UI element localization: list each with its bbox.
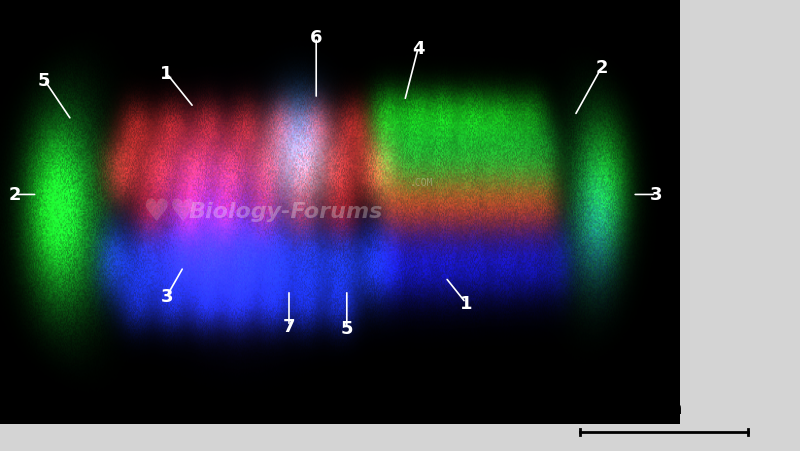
Text: 3: 3 bbox=[160, 288, 173, 306]
Text: 3  m: 3 m bbox=[646, 399, 682, 417]
Text: 6: 6 bbox=[310, 29, 322, 47]
Text: Biology-Forums: Biology-Forums bbox=[189, 202, 382, 222]
Text: 1: 1 bbox=[160, 65, 173, 83]
Text: ♥♥: ♥♥ bbox=[142, 198, 198, 226]
Text: 5: 5 bbox=[341, 320, 353, 337]
Text: 1: 1 bbox=[459, 294, 472, 312]
Text: 2: 2 bbox=[9, 186, 22, 204]
Text: 7: 7 bbox=[282, 318, 295, 336]
Text: 3: 3 bbox=[650, 186, 662, 204]
Text: 2: 2 bbox=[595, 59, 608, 77]
Text: .COM: .COM bbox=[410, 177, 434, 187]
Text: 5: 5 bbox=[38, 72, 50, 90]
Text: 4: 4 bbox=[412, 40, 425, 58]
